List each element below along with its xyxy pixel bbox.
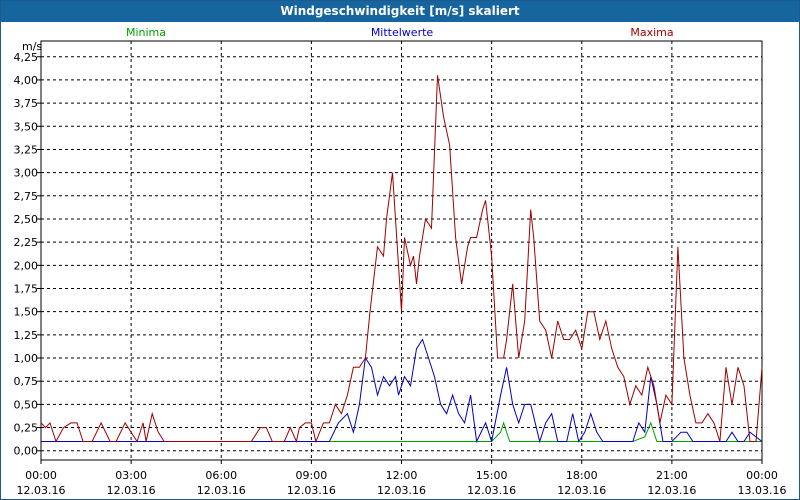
y-tick-label: 2,25	[14, 236, 39, 249]
series-lines	[40, 75, 763, 444]
x-tick-labels: 00:00 12.03.16 03:00 12.03.16 06:00 12.03.16 0…	[17, 469, 787, 497]
y-tick-label: 0,50	[14, 398, 39, 411]
y-tick-label: 0,25	[14, 422, 39, 435]
x-tick-time: 03:00	[115, 469, 147, 482]
y-tick-label: 2,00	[14, 259, 39, 272]
x-tick-date: 12.03.16	[647, 484, 696, 497]
x-tick-time: 15:00	[476, 469, 508, 482]
x-tick-date: 13.03.16	[738, 484, 787, 497]
y-tick-label: 1,00	[14, 352, 39, 365]
y-tick-label: 1,50	[14, 306, 39, 319]
y-tick-label: 1,25	[14, 329, 39, 342]
x-tick-time: 12:00	[386, 469, 418, 482]
legend-mittelwerte: Mittelwerte	[371, 26, 434, 39]
x-tick-time: 21:00	[656, 469, 688, 482]
series-line-mittelwerte	[41, 338, 763, 444]
legend-maxima: Maxima	[630, 26, 673, 39]
x-tick-date: 12.03.16	[17, 484, 66, 497]
x-tick-date: 12.03.16	[107, 484, 156, 497]
y-tick-label: 4,25	[14, 51, 39, 64]
x-tick-time: 00:00	[746, 469, 778, 482]
y-tick-label: 4,00	[14, 74, 39, 87]
x-tick-date: 12.03.16	[287, 484, 336, 497]
x-tick-time: 00:00	[25, 469, 57, 482]
x-tick-time: 18:00	[566, 469, 598, 482]
x-tick-date: 12.03.16	[377, 484, 426, 497]
y-tick-labels: 0,00 0,25 0,50 0,75 1,00 1,25 1,50 1,75 2,00 2,25…	[14, 51, 39, 458]
y-tick-label: 3,25	[14, 143, 39, 156]
x-tick-date: 12.03.16	[197, 484, 246, 497]
y-tick-label: 3,75	[14, 97, 39, 110]
x-tick-date: 12.03.16	[557, 484, 606, 497]
y-axis-label: m/s	[22, 40, 42, 53]
y-tick-label: 3,50	[14, 120, 39, 133]
y-tick-label: 3,00	[14, 167, 39, 180]
series-line-maxima	[40, 75, 763, 444]
x-tick-time: 09:00	[296, 469, 328, 482]
y-tick-label: 2,50	[14, 213, 39, 226]
y-tick-label: 2,75	[14, 190, 39, 203]
grid	[37, 40, 763, 464]
legend-minima: Minima	[126, 26, 166, 39]
window-title: Windgeschwindigkeit [m/s] skaliert	[1, 1, 799, 22]
y-tick-label: 0,75	[14, 375, 39, 388]
x-tick-date: 12.03.16	[467, 484, 516, 497]
y-tick-label: 1,75	[14, 283, 39, 296]
y-tick-label: 0,00	[14, 445, 39, 458]
x-tick-time: 06:00	[205, 469, 237, 482]
